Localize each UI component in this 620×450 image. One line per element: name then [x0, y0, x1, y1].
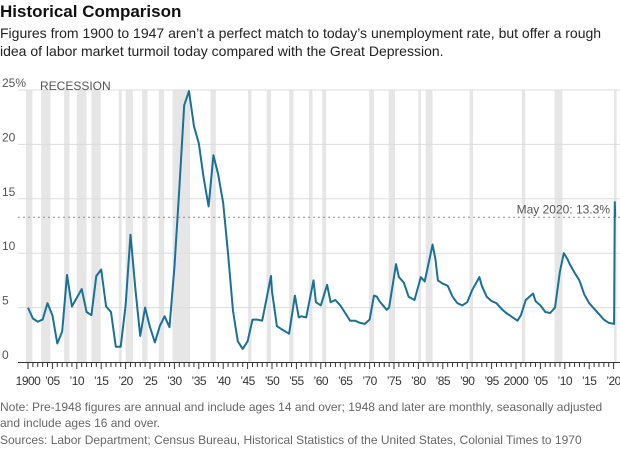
x-tick-label: ’20: [606, 374, 620, 388]
gridlines: 0 5 10 15 20 25%: [2, 76, 620, 362]
x-tick-label: ’35: [192, 374, 207, 388]
y-tick-label: 25%: [2, 76, 26, 90]
x-tick-label: ’95: [484, 374, 499, 388]
recession-band: [309, 90, 313, 362]
recession-band: [26, 90, 33, 362]
x-tick-label: ’85: [436, 374, 451, 388]
recession-band: [248, 90, 252, 362]
recession-bands: [26, 90, 617, 362]
x-tick-label: ’75: [387, 374, 402, 388]
x-tick-label: ’50: [265, 374, 280, 388]
recession-band: [266, 90, 272, 362]
x-tick-label: ’70: [362, 374, 377, 388]
unemployment-chart: 0 5 10 15 20 25% RECESSION May 2020: 13.3% 19…: [2, 76, 620, 388]
chart-subtitle: Figures from 1900 to 1947 aren’t a perfe…: [0, 25, 602, 59]
recession-band: [469, 90, 474, 362]
recession-band: [369, 90, 374, 362]
recession-band: [425, 90, 433, 362]
x-tick-label: ’10: [70, 374, 85, 388]
y-tick-label: 20: [2, 130, 16, 144]
y-tick-label: 10: [2, 239, 16, 253]
recession-band: [322, 90, 327, 362]
x-tick-label: ’90: [460, 374, 475, 388]
recession-band: [142, 90, 148, 362]
x-tick-label: ’55: [289, 374, 304, 388]
x-tick-label: ’60: [314, 374, 329, 388]
x-tick-label: ’80: [411, 374, 426, 388]
recession-band: [41, 90, 51, 362]
recession-band: [91, 90, 101, 362]
recession-band: [64, 90, 70, 362]
recession-legend-label: RECESSION: [40, 79, 111, 93]
y-tick-label: 15: [2, 185, 16, 199]
recession-band: [289, 90, 294, 362]
recession-band: [118, 90, 122, 362]
y-tick-label: 0: [2, 348, 9, 362]
x-tick-label: ’45: [240, 374, 255, 388]
chart-title: Historical Comparison: [0, 2, 182, 21]
x-tick-label: ’15: [582, 374, 597, 388]
recession-band: [521, 90, 526, 362]
x-tick-label: ’20: [118, 374, 133, 388]
unemployment-line: [27, 90, 617, 350]
x-tick-label: ’05: [45, 374, 60, 388]
recession-band: [76, 90, 87, 362]
chart-note: Note: Pre-1948 figures are annual and in…: [0, 400, 603, 430]
x-tick-label: 2000: [504, 374, 530, 388]
recession-band: [418, 90, 421, 362]
x-tick-label: ’65: [338, 374, 353, 388]
recession-band: [554, 90, 563, 362]
reference-label: May 2020: 13.3%: [517, 202, 611, 216]
recession-band: [172, 90, 191, 362]
y-tick-label: 5: [2, 294, 9, 308]
x-tick-label: ’40: [216, 374, 231, 388]
x-tick-label: ’25: [143, 374, 158, 388]
recession-band: [210, 90, 216, 362]
recession-band: [388, 90, 395, 362]
x-tick-label: ’30: [167, 374, 182, 388]
x-tick-label: ’15: [94, 374, 109, 388]
recession-band: [125, 90, 133, 362]
x-axis: 1900’05’10’15’20’25’30’35’40’45’50’55’60…: [16, 362, 620, 388]
x-tick-label: ’05: [533, 374, 548, 388]
x-tick-label: ’10: [558, 374, 573, 388]
chart-sources: Sources: Labor Department; Census Bureau…: [0, 433, 582, 447]
x-tick-label: 1900: [16, 374, 42, 388]
recession-band: [158, 90, 165, 362]
